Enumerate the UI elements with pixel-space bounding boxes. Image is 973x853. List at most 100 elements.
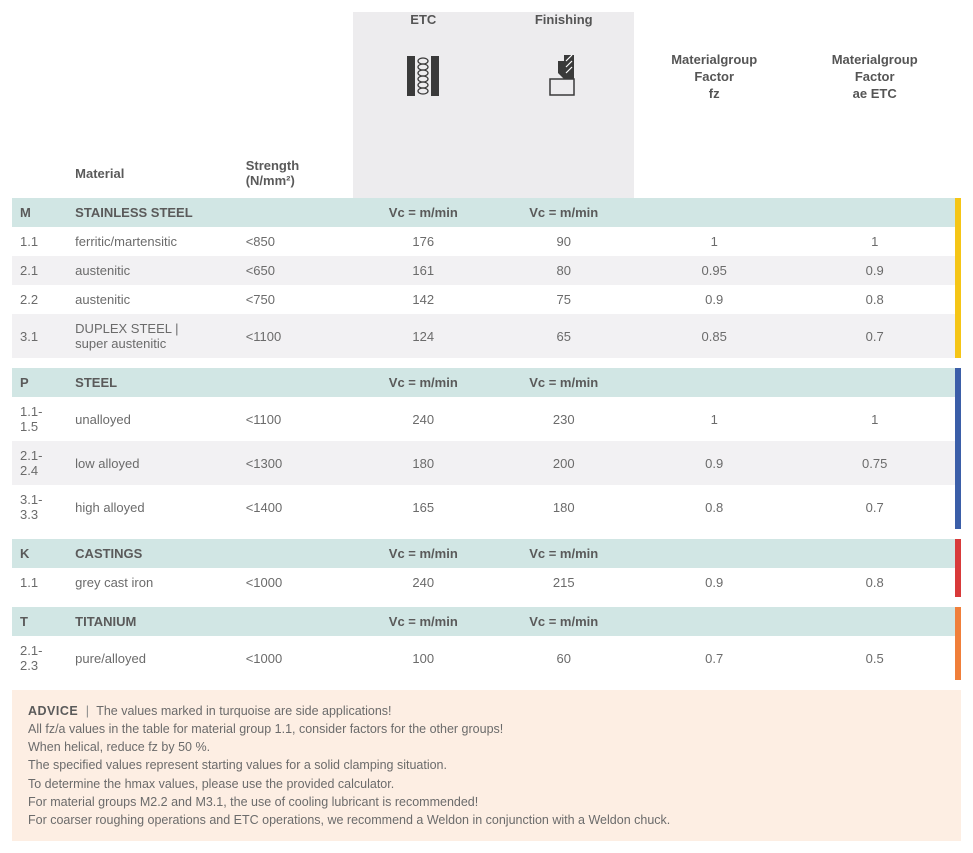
row-ae: 0.5 — [794, 636, 955, 680]
row-finishing: 200 — [494, 441, 634, 485]
category-name: CASTINGS — [67, 539, 238, 568]
row-ae: 0.7 — [794, 485, 955, 529]
category-fin-sub: Vc = m/min — [494, 607, 634, 636]
row-etc: 165 — [353, 485, 493, 529]
row-fz: 1 — [634, 397, 795, 441]
category-row: MSTAINLESS STEELVc = m/minVc = m/min — [12, 198, 961, 227]
row-etc: 176 — [353, 227, 493, 256]
category-stripe — [955, 607, 961, 680]
advice-box: ADVICE | The values marked in turquoise … — [12, 690, 961, 841]
table-row: 2.1-2.3pure/alloyed<1000100600.70.5 — [12, 636, 961, 680]
header-finishing: Finishing — [494, 12, 634, 152]
table-row: 2.1-2.4low alloyed<13001802000.90.75 — [12, 441, 961, 485]
header-factor-fz-label: Materialgroup Factor fz — [634, 12, 795, 103]
row-code: 2.2 — [12, 285, 67, 314]
row-ae: 1 — [794, 397, 955, 441]
row-code: 3.1-3.3 — [12, 485, 67, 529]
header-etc-title: ETC — [353, 12, 493, 41]
row-etc: 161 — [353, 256, 493, 285]
row-fz: 0.9 — [634, 285, 795, 314]
category-fin-sub: Vc = m/min — [494, 539, 634, 568]
row-material: grey cast iron — [67, 568, 238, 597]
category-stripe — [955, 368, 961, 529]
row-ae: 0.7 — [794, 314, 955, 358]
row-finishing: 180 — [494, 485, 634, 529]
row-fz: 0.9 — [634, 441, 795, 485]
advice-line: All fz/a values in the table for materia… — [28, 720, 945, 738]
row-etc: 240 — [353, 568, 493, 597]
row-etc: 240 — [353, 397, 493, 441]
row-strength: <1000 — [238, 636, 353, 680]
advice-line: For coarser roughing operations and ETC … — [28, 811, 945, 829]
row-strength: <1300 — [238, 441, 353, 485]
row-ae: 1 — [794, 227, 955, 256]
table-row: 3.1DUPLEX STEEL | super austenitic<11001… — [12, 314, 961, 358]
row-fz: 1 — [634, 227, 795, 256]
advice-line: For material groups M2.2 and M3.1, the u… — [28, 793, 945, 811]
cutting-data-table: ETC Finishing — [12, 12, 961, 680]
category-name: STAINLESS STEEL — [67, 198, 238, 227]
row-fz: 0.9 — [634, 568, 795, 597]
advice-line: When helical, reduce fz by 50 %. — [28, 738, 945, 756]
row-etc: 124 — [353, 314, 493, 358]
row-finishing: 75 — [494, 285, 634, 314]
advice-first-line: ADVICE | The values marked in turquoise … — [28, 702, 945, 720]
header-factor-ae-label: Materialgroup Factor ae ETC — [794, 12, 955, 103]
row-material: austenitic — [67, 256, 238, 285]
category-etc-sub: Vc = m/min — [353, 368, 493, 397]
category-etc-sub: Vc = m/min — [353, 198, 493, 227]
category-code: K — [12, 539, 67, 568]
table-row: 2.1austenitic<650161800.950.9 — [12, 256, 961, 285]
row-ae: 0.9 — [794, 256, 955, 285]
column-headers-row: Material Strength (N/mm²) — [12, 152, 961, 198]
row-code: 2.1-2.3 — [12, 636, 67, 680]
category-row: KCASTINGSVc = m/minVc = m/min — [12, 539, 961, 568]
header-factor-ae: Materialgroup Factor ae ETC — [794, 12, 955, 152]
row-fz: 0.8 — [634, 485, 795, 529]
category-code: P — [12, 368, 67, 397]
row-etc: 180 — [353, 441, 493, 485]
row-strength: <750 — [238, 285, 353, 314]
category-fin-sub: Vc = m/min — [494, 368, 634, 397]
table-row: 1.1grey cast iron<10002402150.90.8 — [12, 568, 961, 597]
col-material: Material — [67, 152, 238, 198]
category-stripe — [955, 198, 961, 358]
row-code: 1.1 — [12, 227, 67, 256]
row-code: 1.1 — [12, 568, 67, 597]
header-operations-row: ETC Finishing — [12, 12, 961, 152]
row-strength: <1000 — [238, 568, 353, 597]
category-code: M — [12, 198, 67, 227]
category-etc-sub: Vc = m/min — [353, 607, 493, 636]
row-code: 2.1 — [12, 256, 67, 285]
row-code: 3.1 — [12, 314, 67, 358]
row-finishing: 60 — [494, 636, 634, 680]
row-material: pure/alloyed — [67, 636, 238, 680]
row-finishing: 230 — [494, 397, 634, 441]
cutting-data-table-wrap: ETC Finishing — [12, 12, 961, 680]
category-name: STEEL — [67, 368, 238, 397]
category-row: PSTEEL Vc = m/minVc = m/min — [12, 368, 961, 397]
row-material: unalloyed — [67, 397, 238, 441]
row-fz: 0.85 — [634, 314, 795, 358]
row-finishing: 90 — [494, 227, 634, 256]
category-stripe — [955, 539, 961, 597]
header-factor-fz: Materialgroup Factor fz — [634, 12, 795, 152]
row-strength: <650 — [238, 256, 353, 285]
category-code: T — [12, 607, 67, 636]
table-row: 3.1-3.3high alloyed<14001651800.80.7 — [12, 485, 961, 529]
advice-line: The specified values represent starting … — [28, 756, 945, 774]
row-ae: 0.8 — [794, 568, 955, 597]
row-etc: 142 — [353, 285, 493, 314]
table-row: 1.1ferritic/martensitic<8501769011 — [12, 227, 961, 256]
row-material: austenitic — [67, 285, 238, 314]
advice-sep: | — [82, 704, 93, 718]
header-etc: ETC — [353, 12, 493, 152]
category-row: TTITANIUMVc = m/minVc = m/min — [12, 607, 961, 636]
header-finishing-title: Finishing — [494, 12, 634, 41]
row-strength: <1100 — [238, 314, 353, 358]
row-fz: 0.95 — [634, 256, 795, 285]
row-material: high alloyed — [67, 485, 238, 529]
row-fz: 0.7 — [634, 636, 795, 680]
finishing-icon — [494, 41, 634, 111]
row-etc: 100 — [353, 636, 493, 680]
